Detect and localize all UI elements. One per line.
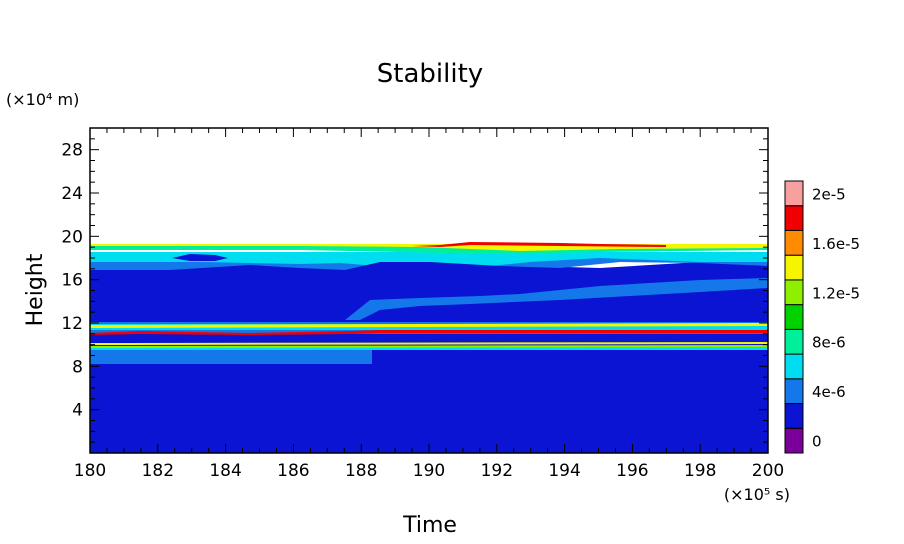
x-tick-label: 184 (209, 461, 241, 481)
x-tick-label: 200 (752, 461, 784, 481)
field-band-cyan-upper (90, 252, 768, 270)
y-tick-label: 16 (61, 271, 83, 291)
colorbar-swatch (784, 254, 804, 281)
chart-title: Stability (377, 59, 483, 89)
colorbar-swatch (784, 205, 804, 231)
colorbar-swatch (784, 180, 804, 207)
field-band-yellow-low (90, 342, 768, 345)
colorbar-swatch (784, 279, 804, 306)
colorbar: 0 4e-6 8e-6 1.2e-5 1.6e-5 2e-5 (784, 180, 860, 454)
x-tick-label: 180 (74, 461, 106, 481)
field-band-yellow-mid (90, 323, 768, 328)
field-band-light-blue (90, 346, 768, 364)
x-tick-label: 186 (277, 461, 309, 481)
x-tick-label: 198 (684, 461, 716, 481)
colorbar-swatch (784, 353, 804, 380)
colorbar-label: 4e-6 (812, 383, 846, 401)
colorbar-label: 1.2e-5 (812, 284, 860, 302)
x-axis: 180 182 184 186 188 190 192 194 196 198 200 (74, 128, 784, 481)
y-tick-label: 4 (72, 401, 83, 421)
x-tick-label: 188 (345, 461, 377, 481)
field-band-red-mid (90, 330, 768, 335)
colorbar-label: 8e-6 (812, 334, 846, 352)
field-band-dark-blue-middle (90, 262, 768, 320)
colorbar-label: 1.6e-5 (812, 235, 860, 253)
colorbar-swatch (784, 403, 804, 429)
y-tick-label: 12 (61, 314, 83, 334)
colorbar-swatch (784, 328, 804, 355)
x-tick-label: 192 (481, 461, 513, 481)
x-tick-label: 196 (616, 461, 648, 481)
colorbar-swatch (784, 229, 804, 256)
x-tick-label: 190 (413, 461, 445, 481)
y-tick-label: 20 (61, 227, 83, 247)
colorbar-label: 0 (812, 433, 822, 451)
y-axis-label: Height (23, 253, 48, 326)
colorbar-swatch (784, 378, 804, 405)
x-tick-label: 182 (142, 461, 174, 481)
x-axis-label: Time (402, 513, 457, 538)
field-band-dark-blue-blob (172, 254, 228, 261)
field-band-red-upper (412, 242, 666, 247)
colorbar-swatch (784, 304, 804, 330)
y-tick-label: 24 (61, 184, 83, 204)
colorbar-label: 2e-5 (812, 185, 846, 203)
plot-area (90, 128, 768, 453)
x-tick-label: 194 (548, 461, 580, 481)
field-band-green-low (90, 345, 768, 348)
x-unit-label: (×10⁵ s) (724, 485, 790, 504)
y-unit-label: (×10⁴ m) (6, 90, 79, 109)
field-band-light-blue-patch (345, 278, 768, 320)
y-tick-label: 8 (72, 357, 83, 377)
y-axis: 4 8 12 16 20 24 28 (61, 127, 768, 454)
colorbar-swatch (784, 427, 804, 454)
y-tick-label: 28 (61, 141, 83, 161)
